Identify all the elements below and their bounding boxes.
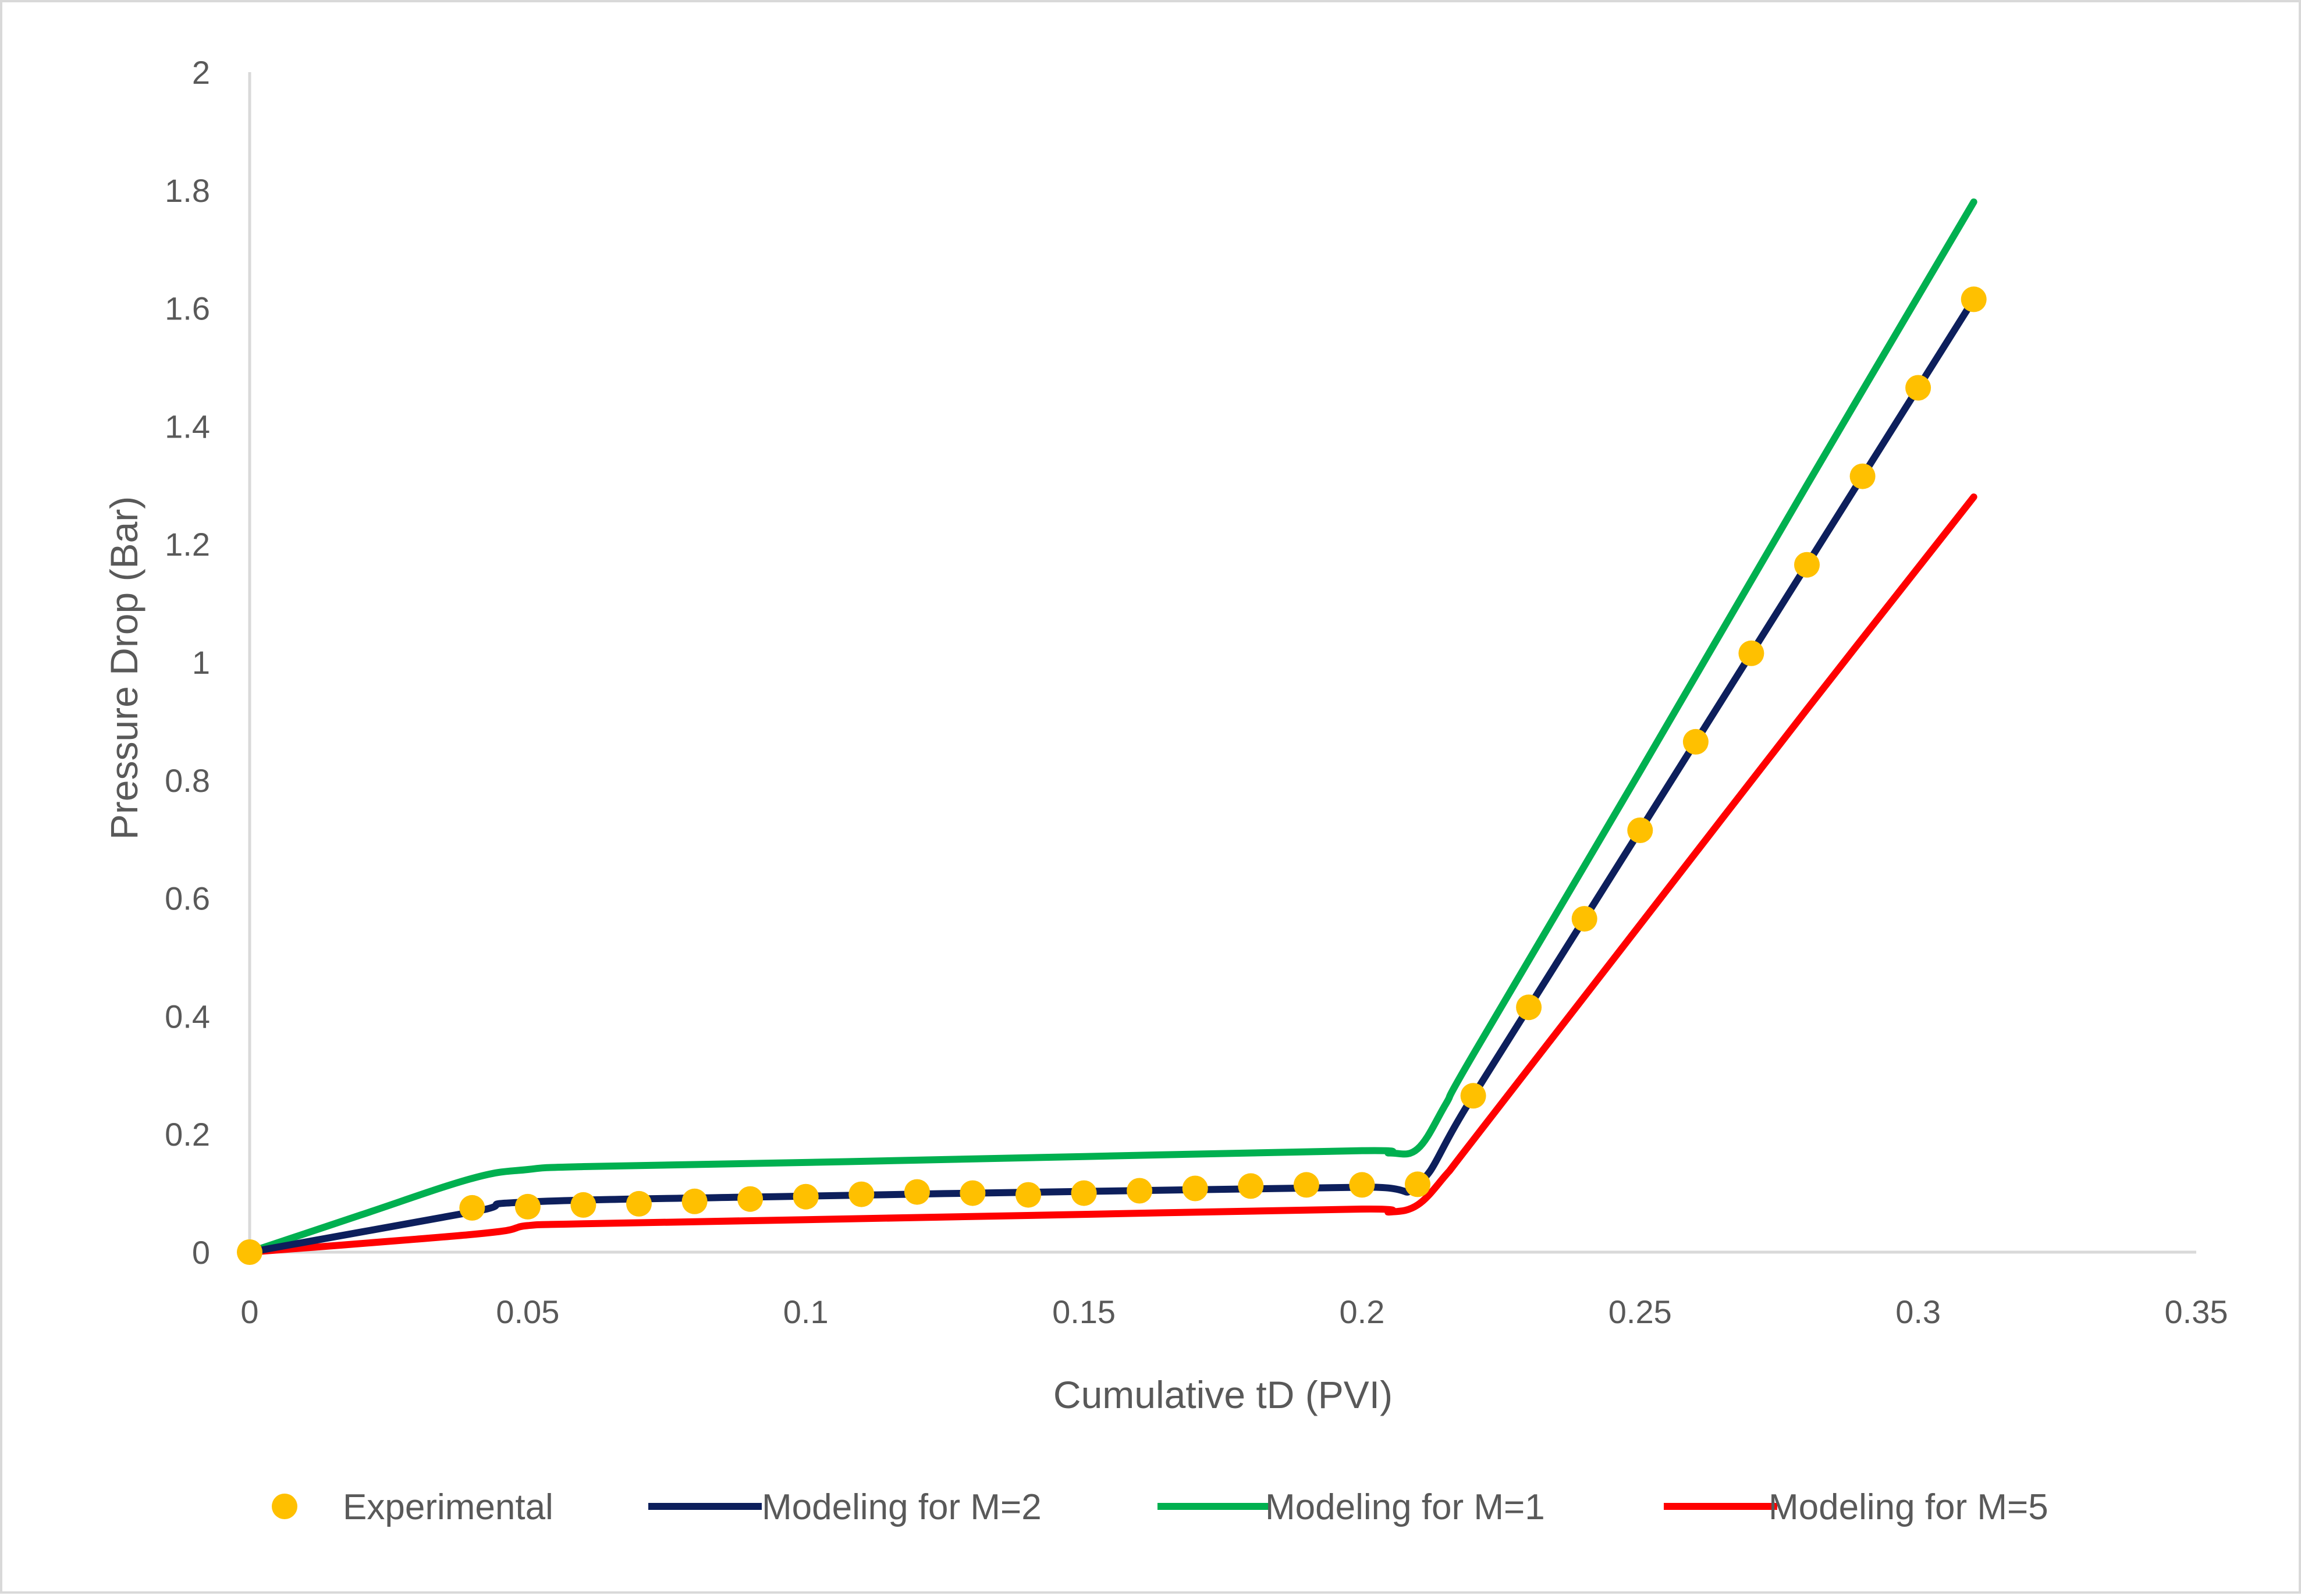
experimental-point <box>1571 906 1597 932</box>
experimental-point <box>514 1193 541 1220</box>
series-lines <box>246 198 1977 1256</box>
series-line-modeling-for-m-1 <box>246 198 1977 1256</box>
experimental-point <box>459 1195 485 1221</box>
x-tick-label: 0.3 <box>1895 1293 1941 1330</box>
y-tick-label: 0.6 <box>165 880 210 917</box>
y-tick-label: 0.2 <box>165 1116 210 1153</box>
x-tick-label: 0.35 <box>2165 1293 2228 1330</box>
x-tick-label: 0.1 <box>783 1293 829 1330</box>
experimental-point <box>960 1180 986 1206</box>
series-line-modeling-for-m-5 <box>246 493 1977 1256</box>
legend-symbol <box>272 1494 297 1519</box>
x-tick-label: 0.25 <box>1608 1293 1672 1330</box>
y-tick-label: 0.4 <box>165 998 210 1035</box>
x-axis-title: Cumulative tD (PVI) <box>1053 1373 1393 1416</box>
experimental-point <box>1127 1178 1153 1204</box>
y-tick-label: 2 <box>192 54 210 91</box>
experimental-point <box>737 1186 764 1212</box>
y-tick-label: 0.8 <box>165 762 210 799</box>
y-axis-title: Pressure Drop (Bar) <box>102 496 145 840</box>
experimental-point <box>1794 552 1820 578</box>
x-tick-label: 0.2 <box>1339 1293 1384 1330</box>
experimental-point <box>1182 1175 1208 1202</box>
experimental-point <box>1738 640 1764 666</box>
experimental-point <box>681 1188 708 1214</box>
y-tick-label: 0 <box>192 1234 210 1271</box>
experimental-point <box>1405 1171 1430 1197</box>
experimental-point <box>1905 375 1931 401</box>
x-tick-label: 0.05 <box>496 1293 559 1330</box>
experimental-point <box>848 1181 875 1207</box>
y-tick-label: 1.2 <box>165 526 210 563</box>
experimental-point <box>904 1179 930 1205</box>
legend-label: Modeling for M=5 <box>1769 1487 2048 1527</box>
experimental-point <box>1516 994 1542 1021</box>
experimental-point <box>1460 1083 1486 1109</box>
experimental-point <box>793 1183 819 1210</box>
legend-label: Experimental <box>343 1487 553 1527</box>
experimental-point <box>1238 1173 1264 1199</box>
series-markers <box>237 286 1987 1265</box>
experimental-point <box>1682 728 1709 755</box>
y-tick-label: 1.4 <box>165 408 210 445</box>
series-line-modeling-for-m-2 <box>246 296 1977 1256</box>
experimental-point <box>1293 1172 1319 1198</box>
legend-label: Modeling for M=2 <box>762 1487 1042 1527</box>
y-tick-label: 1 <box>192 644 210 681</box>
experimental-point <box>237 1239 262 1265</box>
x-tick-label: 0 <box>240 1293 258 1330</box>
experimental-point <box>626 1190 652 1217</box>
x-axis-ticks: 0 0.05 0.1 0.15 0.2 0.25 0.3 0.35 <box>240 1293 2228 1330</box>
y-axis-ticks: 0 0.2 0.4 0.6 0.8 1 1.2 1.4 1.6 1.8 2 <box>165 54 210 1271</box>
experimental-point <box>1071 1180 1097 1206</box>
legend-label: Modeling for M=1 <box>1265 1487 1545 1527</box>
experimental-point <box>1961 286 1987 312</box>
experimental-point <box>570 1192 596 1218</box>
y-tick-label: 1.6 <box>165 290 210 327</box>
y-tick-label: 1.8 <box>165 172 210 209</box>
x-tick-label: 0.15 <box>1052 1293 1116 1330</box>
legend: Experimental Modeling for M=2 Modeling for… <box>272 1487 2048 1527</box>
experimental-point <box>1349 1172 1375 1198</box>
experimental-point <box>1627 817 1653 843</box>
experimental-point <box>1849 463 1876 489</box>
experimental-point <box>1015 1182 1041 1208</box>
